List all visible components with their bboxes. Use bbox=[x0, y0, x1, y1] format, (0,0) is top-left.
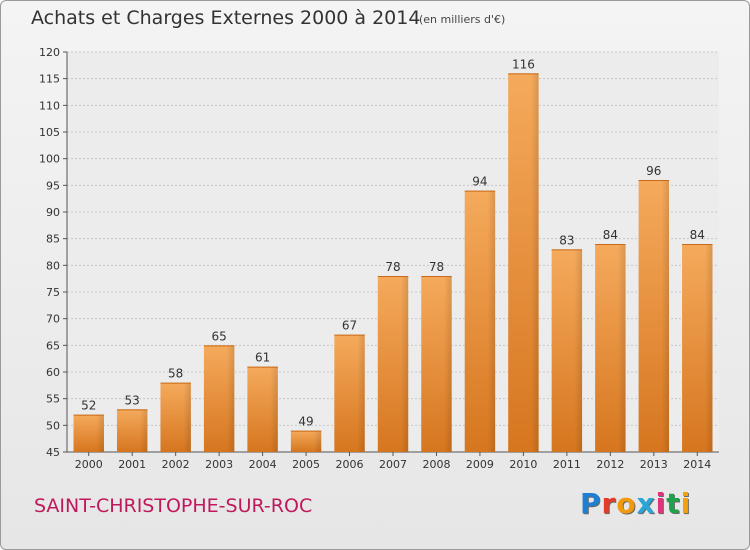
bar-value-label: 96 bbox=[646, 164, 661, 178]
bar-value-label: 67 bbox=[342, 319, 357, 333]
x-tick-label: 2011 bbox=[553, 458, 581, 471]
bar-shade bbox=[139, 409, 148, 452]
x-tick-label: 2007 bbox=[379, 458, 407, 471]
y-tick-label: 105 bbox=[39, 126, 60, 139]
bar-shade bbox=[487, 190, 496, 452]
bar-shade bbox=[270, 366, 278, 452]
y-tick-label: 85 bbox=[46, 233, 60, 246]
y-tick-label: 95 bbox=[46, 179, 60, 192]
y-tick-label: 115 bbox=[39, 73, 60, 86]
bar-shade bbox=[574, 249, 583, 452]
logo-letter: x bbox=[636, 487, 656, 520]
bar-value-label: 78 bbox=[385, 260, 400, 274]
y-tick-label: 120 bbox=[39, 46, 60, 59]
bar-shade bbox=[313, 430, 322, 452]
bar-value-label: 65 bbox=[211, 329, 226, 343]
x-tick-label: 2003 bbox=[205, 458, 233, 471]
bar-shade bbox=[400, 276, 409, 452]
x-tick-label: 2006 bbox=[336, 458, 364, 471]
logo-letter: i bbox=[680, 487, 692, 520]
y-tick-label: 60 bbox=[46, 366, 60, 379]
x-tick-label: 2005 bbox=[292, 458, 320, 471]
bar-shade bbox=[226, 345, 235, 452]
y-tick-label: 50 bbox=[46, 419, 60, 432]
bar-shade bbox=[183, 382, 191, 452]
logo-letter: r bbox=[601, 487, 617, 520]
chart-unit: (en milliers d'€) bbox=[419, 13, 506, 26]
bar-value-label: 83 bbox=[559, 233, 574, 247]
bar-value-label: 61 bbox=[255, 351, 270, 365]
bar-value-label: 49 bbox=[298, 415, 313, 429]
bar-shade bbox=[357, 334, 365, 452]
bar-value-label: 94 bbox=[472, 175, 487, 189]
bar-value-label: 58 bbox=[168, 367, 183, 381]
bar-value-label: 84 bbox=[603, 228, 618, 242]
y-tick-label: 80 bbox=[46, 259, 60, 272]
x-tick-label: 2002 bbox=[162, 458, 190, 471]
x-tick-label: 2009 bbox=[466, 458, 494, 471]
logo-letter: i bbox=[655, 487, 667, 520]
bar-value-label: 84 bbox=[690, 228, 705, 242]
proxiti-logo: Proxiti bbox=[580, 487, 691, 520]
bar-shade bbox=[661, 180, 670, 452]
bar-shade bbox=[617, 244, 626, 452]
logo-letter: t bbox=[666, 487, 681, 520]
x-tick-label: 2012 bbox=[596, 458, 624, 471]
y-tick-label: 45 bbox=[46, 446, 60, 459]
y-tick-label: 70 bbox=[46, 313, 60, 326]
y-tick-label: 75 bbox=[46, 286, 60, 299]
chart-title: Achats et Charges Externes 2000 à 2014 bbox=[31, 7, 421, 29]
y-tick-label: 100 bbox=[39, 153, 60, 166]
bar-value-label: 116 bbox=[512, 57, 535, 71]
y-tick-label: 90 bbox=[46, 206, 60, 219]
x-tick-label: 2004 bbox=[249, 458, 277, 471]
x-tick-label: 2010 bbox=[509, 458, 537, 471]
bar-shade bbox=[704, 244, 713, 452]
bar-shade bbox=[444, 276, 452, 452]
y-tick-label: 110 bbox=[39, 99, 60, 112]
bar-shade bbox=[531, 73, 539, 452]
y-tick-label: 65 bbox=[46, 339, 60, 352]
x-tick-label: 2001 bbox=[118, 458, 146, 471]
bar-shade bbox=[96, 414, 104, 452]
x-tick-label: 2000 bbox=[75, 458, 103, 471]
logo-letter: o bbox=[616, 487, 637, 520]
x-tick-label: 2014 bbox=[683, 458, 711, 471]
bar-value-label: 78 bbox=[429, 260, 444, 274]
x-tick-label: 2013 bbox=[640, 458, 668, 471]
commune-name: SAINT-CHRISTOPHE-SUR-ROC bbox=[34, 495, 313, 517]
bar-value-label: 53 bbox=[125, 393, 140, 407]
bar-value-label: 52 bbox=[81, 399, 96, 413]
x-tick-label: 2008 bbox=[422, 458, 450, 471]
logo-letter: P bbox=[580, 487, 602, 520]
y-tick-label: 55 bbox=[46, 393, 60, 406]
